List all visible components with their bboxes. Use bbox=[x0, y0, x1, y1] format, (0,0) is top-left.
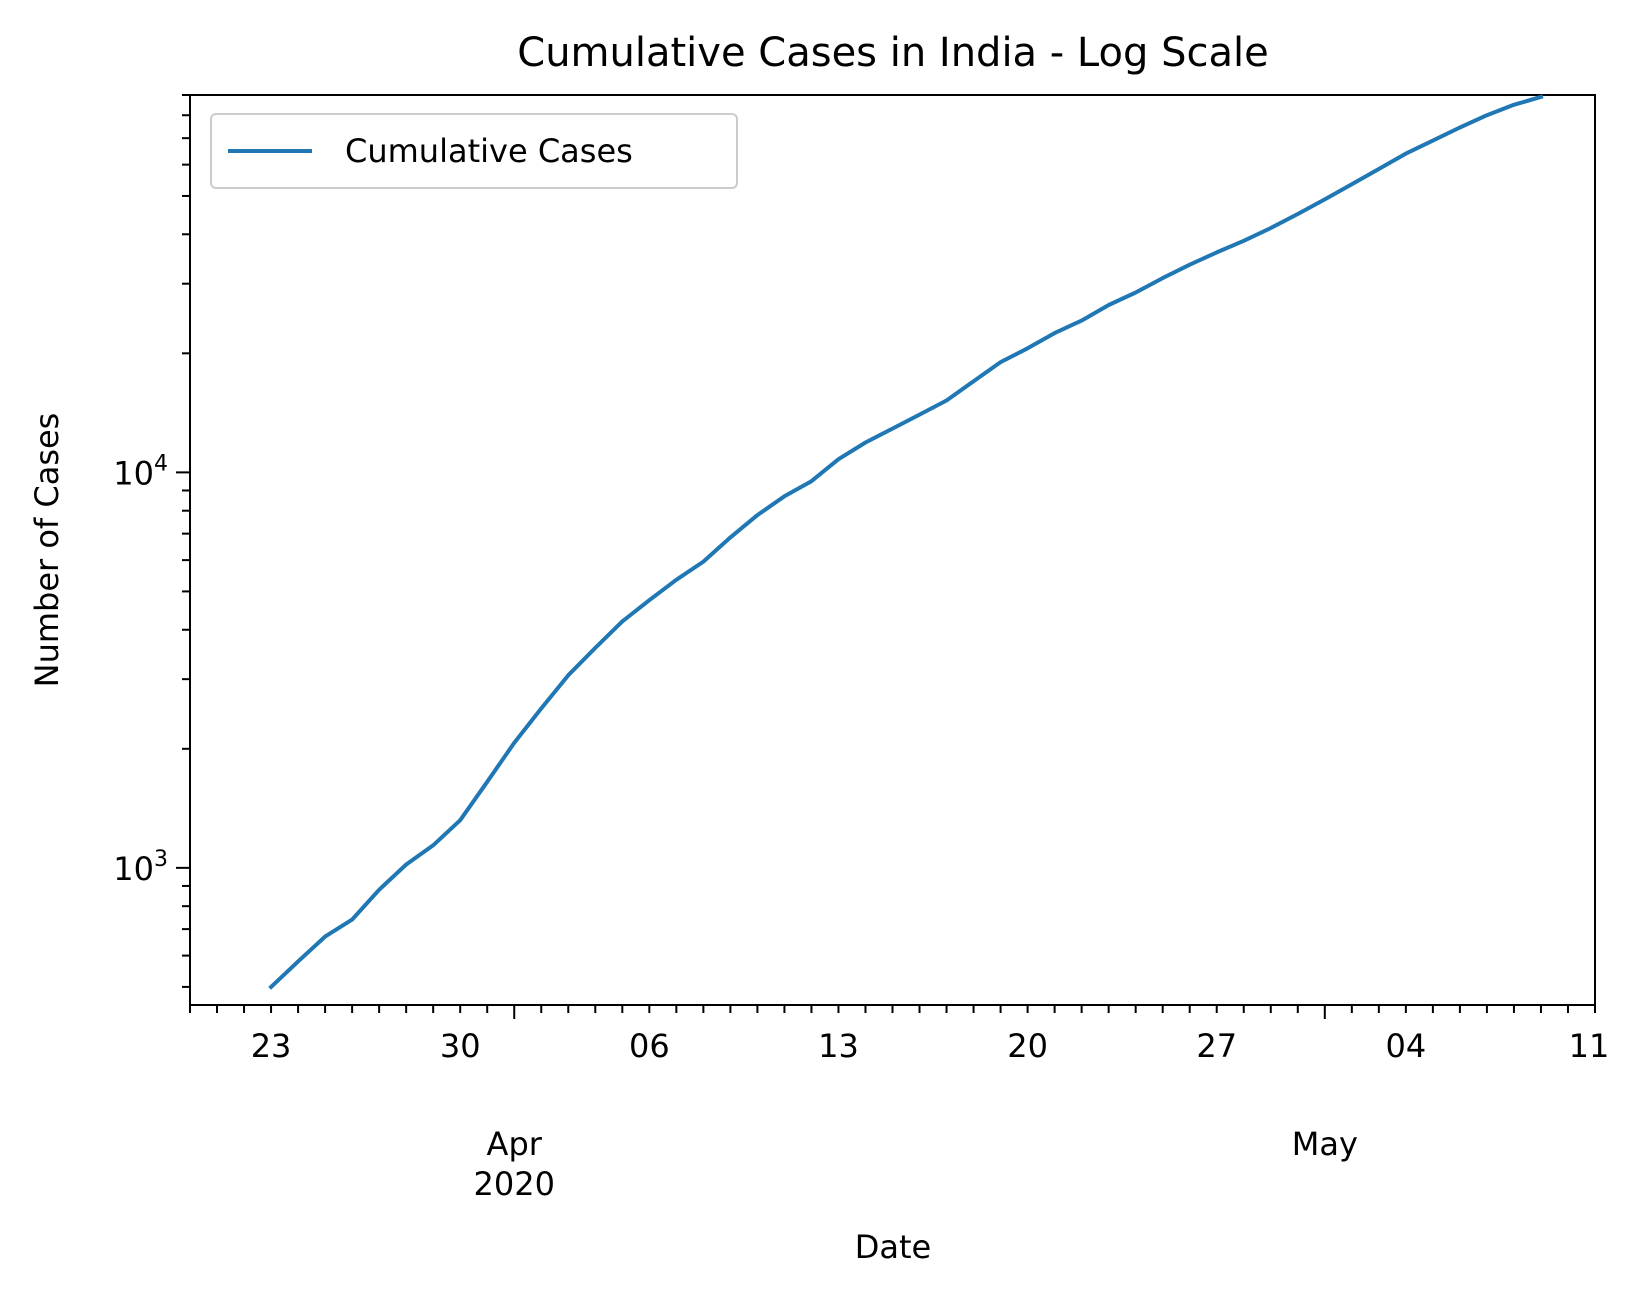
legend: Cumulative Cases bbox=[210, 113, 738, 189]
x-tick-label: 20 bbox=[1007, 1027, 1048, 1065]
chart-title: Cumulative Cases in India - Log Scale bbox=[517, 30, 1268, 76]
series-line-cumulative-cases bbox=[268, 94, 1544, 990]
y-axis: 103 104 bbox=[113, 94, 190, 988]
legend-box bbox=[210, 113, 738, 189]
x-tick-label: 30 bbox=[440, 1027, 481, 1065]
x-axis-label: Date bbox=[855, 1228, 931, 1266]
x-tick-label: 13 bbox=[818, 1027, 859, 1065]
x-month-label: May bbox=[1292, 1125, 1358, 1163]
x-tick-label: 04 bbox=[1386, 1027, 1427, 1065]
y-axis-label: Number of Cases bbox=[28, 413, 66, 688]
x-year-label: 2020 bbox=[474, 1165, 555, 1203]
legend-label: Cumulative Cases bbox=[345, 132, 633, 170]
y-tick-label: 103 bbox=[113, 847, 168, 888]
x-tick-label: 11 bbox=[1569, 1027, 1610, 1065]
x-tick-label: 27 bbox=[1196, 1027, 1237, 1065]
x-tick-label: 06 bbox=[629, 1027, 670, 1065]
y-tick-label: 104 bbox=[113, 451, 168, 492]
x-month-label: Apr bbox=[487, 1125, 543, 1163]
x-tick-label: 23 bbox=[251, 1027, 292, 1065]
